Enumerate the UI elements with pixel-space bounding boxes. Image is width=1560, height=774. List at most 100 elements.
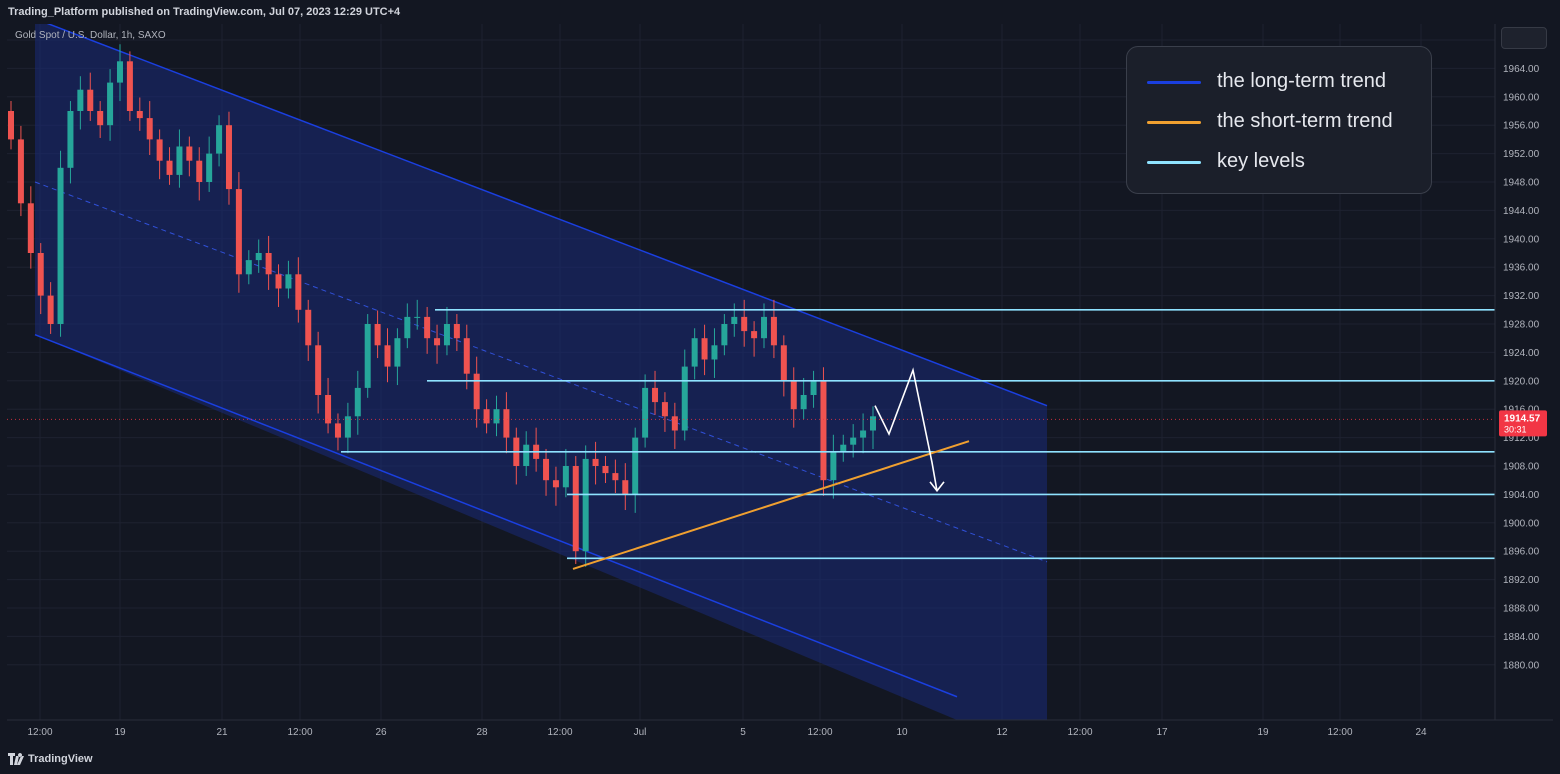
channel-lower-line bbox=[34, 333, 958, 698]
candle bbox=[820, 367, 827, 496]
short-term-trend-line bbox=[572, 440, 970, 570]
price-axis-bg bbox=[1495, 24, 1553, 720]
candle bbox=[721, 314, 728, 356]
candle bbox=[196, 147, 203, 201]
current-price-label: 1914.57 bbox=[1504, 413, 1541, 424]
time-tick-label: 10 bbox=[896, 727, 908, 738]
tradingview-logo-icon bbox=[8, 753, 24, 765]
chart-settings-button[interactable] bbox=[1501, 27, 1547, 49]
candle-body bbox=[661, 402, 668, 417]
candle-body bbox=[612, 473, 619, 481]
candle-body bbox=[434, 338, 441, 346]
candle bbox=[216, 115, 223, 167]
price-tick-label: 1940.00 bbox=[1503, 234, 1540, 245]
candle-body bbox=[87, 89, 94, 111]
candle-body bbox=[602, 466, 609, 474]
current-price-badge bbox=[1499, 410, 1547, 437]
candle bbox=[97, 101, 104, 138]
candle bbox=[691, 328, 698, 380]
candle-body bbox=[840, 444, 847, 452]
candle bbox=[671, 402, 678, 449]
candle-body bbox=[146, 118, 153, 140]
price-tick-label: 1960.00 bbox=[1503, 92, 1540, 103]
candle bbox=[325, 377, 332, 434]
candle bbox=[27, 186, 34, 269]
candle-body bbox=[671, 416, 678, 431]
time-tick-label: 12:00 bbox=[807, 727, 832, 738]
key-levels-swatch bbox=[1147, 161, 1201, 164]
candle bbox=[17, 125, 24, 217]
candle bbox=[443, 306, 450, 356]
candle bbox=[622, 463, 629, 511]
candle-body bbox=[810, 380, 817, 395]
candle-body bbox=[404, 316, 411, 339]
candle bbox=[126, 51, 133, 121]
candle-body bbox=[701, 338, 708, 360]
legend-label: the long-term trend bbox=[1217, 70, 1386, 92]
candle-body bbox=[374, 324, 381, 346]
candle bbox=[830, 434, 837, 499]
candle bbox=[374, 310, 381, 359]
time-tick-label: 12:00 bbox=[287, 727, 312, 738]
candle bbox=[275, 264, 282, 307]
trend-legend: the long-term trend the short-term trend… bbox=[1126, 46, 1432, 194]
candle bbox=[463, 324, 470, 390]
candle-body bbox=[523, 444, 530, 466]
candle bbox=[642, 374, 649, 448]
channel-middle-line bbox=[34, 181, 1048, 563]
candle bbox=[354, 370, 361, 435]
publisher-text: Trading_Platform published on TradingVie… bbox=[8, 6, 401, 18]
candle bbox=[87, 72, 94, 121]
candle bbox=[612, 459, 619, 493]
candle bbox=[860, 413, 867, 454]
candle-body bbox=[770, 316, 777, 346]
candle bbox=[334, 413, 341, 451]
candle-body bbox=[592, 458, 599, 466]
candle bbox=[681, 349, 688, 441]
candle bbox=[701, 324, 708, 376]
candle-body bbox=[761, 316, 768, 339]
candle-body bbox=[860, 430, 867, 438]
time-tick-label: 5 bbox=[740, 727, 746, 738]
price-tick-label: 1944.00 bbox=[1503, 206, 1540, 217]
candle-body bbox=[245, 260, 252, 275]
price-tick-label: 1920.00 bbox=[1503, 376, 1540, 387]
candle-body bbox=[424, 316, 431, 339]
time-ticks: 12:00 19 21 12:00 26 28 12:00 Jul 5 12:00 10 12 12:0… bbox=[27, 727, 1427, 738]
candle-body bbox=[780, 345, 787, 381]
candle bbox=[810, 370, 817, 408]
symbol-title: Gold Spot / U.S. Dollar, 1h, SAXO bbox=[15, 30, 166, 41]
candle-body bbox=[17, 139, 24, 204]
candle bbox=[156, 129, 163, 180]
candle-body bbox=[354, 387, 361, 417]
candle-body bbox=[731, 316, 738, 324]
candle-body bbox=[453, 324, 460, 339]
candle bbox=[116, 44, 123, 102]
candle bbox=[364, 314, 371, 398]
candle-body bbox=[681, 366, 688, 431]
time-tick-label: 17 bbox=[1156, 727, 1168, 738]
candle bbox=[186, 136, 193, 177]
candle-body bbox=[305, 309, 312, 346]
candle-body bbox=[483, 409, 490, 424]
time-tick-label: 24 bbox=[1415, 727, 1427, 738]
legend-label: the short-term trend bbox=[1217, 110, 1393, 132]
candle bbox=[761, 303, 768, 349]
candle bbox=[166, 147, 173, 185]
candle-body bbox=[206, 153, 213, 182]
candle-body bbox=[870, 416, 876, 431]
candle-body bbox=[47, 295, 54, 324]
candle-body bbox=[126, 61, 133, 111]
candle-body bbox=[295, 274, 302, 310]
candle-body bbox=[572, 466, 579, 552]
price-tick-label: 1948.00 bbox=[1503, 178, 1540, 189]
candle-body bbox=[156, 139, 163, 161]
price-tick-label: 1956.00 bbox=[1503, 121, 1540, 132]
candle-body bbox=[285, 274, 292, 289]
candle-body bbox=[642, 387, 649, 438]
price-tick-label: 1888.00 bbox=[1503, 604, 1540, 615]
time-tick-label: 12:00 bbox=[27, 727, 52, 738]
candle bbox=[424, 306, 431, 354]
candle-body bbox=[315, 345, 322, 395]
candle bbox=[265, 235, 272, 290]
